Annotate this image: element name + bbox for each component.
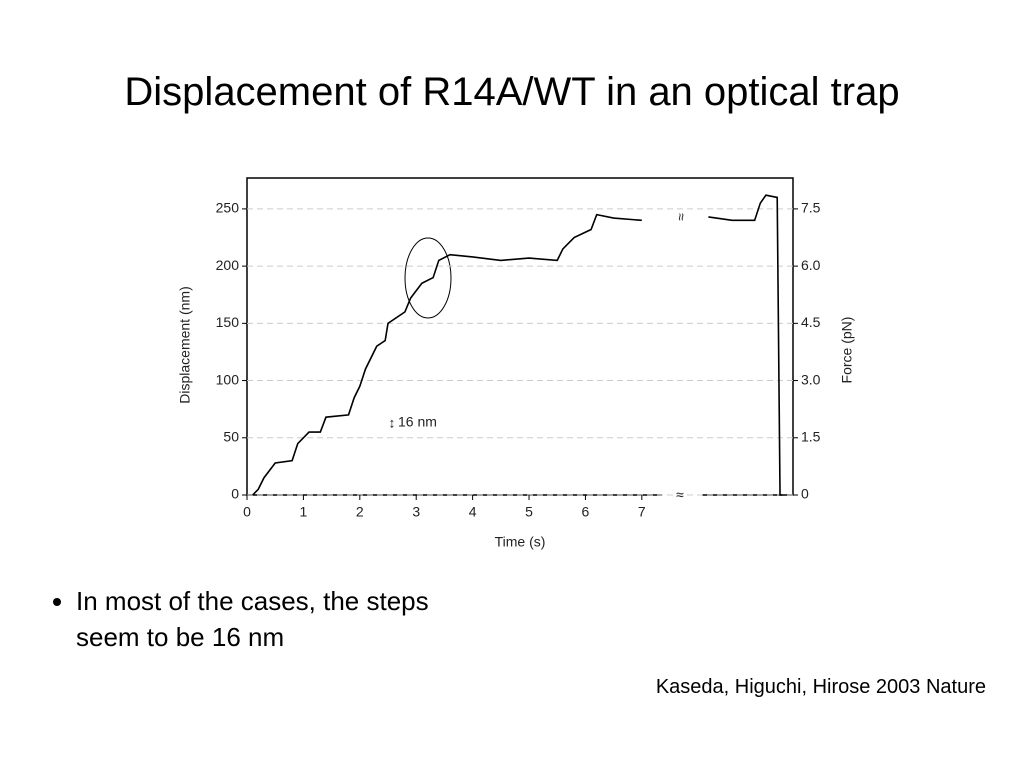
y-tick-label: 100 — [216, 371, 240, 387]
x-tick-label: 0 — [243, 504, 251, 520]
y2-tick-label: 3.0 — [801, 371, 821, 387]
x-tick-label: 6 — [582, 504, 590, 520]
x-tick-label: 5 — [525, 504, 533, 520]
annotation: 16 nm — [398, 414, 437, 430]
x-tick-label: 4 — [469, 504, 477, 520]
slide-title: Displacement of R14A/WT in an optical tr… — [124, 70, 900, 114]
x-axis-label: Time (s) — [495, 534, 546, 550]
axis-break-gap — [662, 200, 702, 240]
bullet: In most of the cases, the steps seem to … — [76, 583, 496, 655]
y2-tick-label: 0 — [801, 486, 809, 502]
y-tick-label: 50 — [223, 428, 239, 444]
plot-frame — [246, 177, 794, 496]
x-tick-label: 3 — [412, 504, 420, 520]
x-tick-label: 2 — [356, 504, 364, 520]
y-tick-label: 0 — [231, 486, 239, 502]
trace — [252, 213, 642, 496]
y-tick-label: 250 — [216, 200, 240, 216]
bullet-list: In most of the cases, the steps seem to … — [38, 583, 496, 655]
trace — [708, 194, 783, 496]
citation: Kaseda, Higuchi, Hirose 2003 Nature — [655, 676, 986, 698]
arrow: ↕ — [389, 415, 396, 431]
x-tick-label: 7 — [638, 504, 646, 520]
y2-tick-label: 1.5 — [801, 428, 821, 444]
y-axis-label: Displacement (nm) — [177, 286, 193, 403]
y2-tick-label: 7.5 — [801, 200, 821, 216]
x-tick-label: 1 — [300, 504, 308, 520]
y2-tick-label: 4.5 — [801, 314, 821, 330]
y-tick-label: 200 — [216, 257, 240, 273]
y-tick-label: 150 — [216, 314, 240, 330]
y2-axis-label: Force (pN) — [839, 317, 855, 384]
axis-break: ≈ — [673, 213, 689, 221]
y2-tick-label: 6.0 — [801, 257, 821, 273]
highlight-ellipse — [404, 237, 452, 319]
